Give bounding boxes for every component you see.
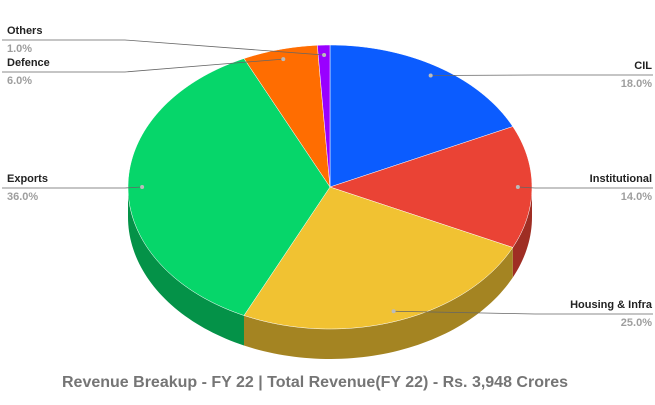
leader-dot bbox=[428, 73, 433, 78]
slice-label: Others bbox=[7, 25, 42, 37]
chart-title: Revenue Breakup - FY 22 | Total Revenue(… bbox=[62, 374, 568, 391]
slice-value-label: 1.0% bbox=[7, 43, 32, 55]
slice bbox=[243, 186, 514, 330]
slice-label: Exports bbox=[7, 173, 48, 185]
leader-line bbox=[2, 39, 325, 56]
pie-sides bbox=[128, 187, 532, 359]
slice-value-label: 14.0% bbox=[621, 191, 652, 203]
leader-dot bbox=[515, 185, 520, 189]
leader-line bbox=[2, 58, 284, 73]
leader-dot bbox=[322, 53, 327, 58]
slice-label: Housing & Infra bbox=[570, 299, 653, 311]
slice-label: CIL bbox=[634, 60, 652, 72]
slice-label: Defence bbox=[7, 57, 50, 69]
leader-dot bbox=[391, 309, 396, 314]
leader-line bbox=[393, 310, 653, 315]
pie-labels: CIL 18.0% Institutional 14.0% Housing & Infr… bbox=[2, 25, 653, 329]
slice-value-label: 25.0% bbox=[621, 317, 652, 329]
slice bbox=[127, 58, 331, 316]
slice-side bbox=[512, 187, 532, 278]
leader-line bbox=[2, 186, 143, 189]
leader-dot bbox=[140, 185, 145, 189]
leader-line bbox=[517, 186, 653, 189]
slice bbox=[329, 126, 533, 248]
slice-value-label: 6.0% bbox=[7, 75, 32, 87]
slice-label: Institutional bbox=[590, 173, 652, 185]
slice bbox=[329, 44, 514, 188]
slice-side bbox=[243, 247, 513, 359]
leader-dot bbox=[281, 57, 286, 62]
slice-side bbox=[128, 187, 244, 346]
pie-tops bbox=[127, 44, 533, 330]
slice bbox=[317, 44, 331, 188]
slice-value-label: 18.0% bbox=[621, 78, 652, 90]
slice-value-label: 36.0% bbox=[7, 191, 38, 203]
slice bbox=[243, 45, 331, 188]
